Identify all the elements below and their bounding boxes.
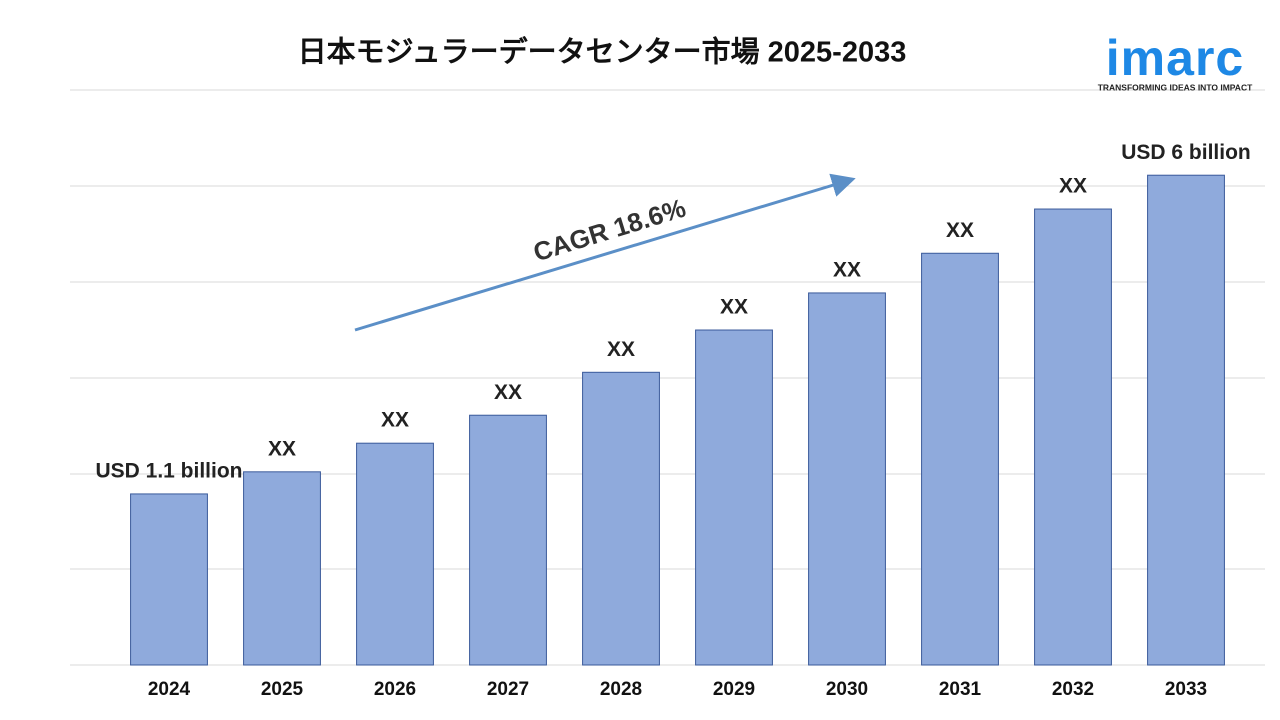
x-tick-label: 2028 xyxy=(600,679,642,700)
value-label: XX xyxy=(381,409,409,432)
x-tick-label: 2026 xyxy=(374,679,416,700)
x-tick-label: 2024 xyxy=(148,679,191,700)
value-label: XX xyxy=(268,437,296,460)
bar xyxy=(921,252,999,666)
logo-tagline: TRANSFORMING IDEAS INTO IMPACT xyxy=(1098,82,1253,92)
bar xyxy=(356,442,434,666)
value-label: XX xyxy=(720,296,748,319)
bar xyxy=(243,471,321,666)
value-label: XX xyxy=(946,219,974,242)
bar xyxy=(469,414,547,666)
value-label: USD 6 billion xyxy=(1121,141,1251,164)
cagr-label: CAGR 18.6% xyxy=(530,193,689,268)
logo-name: imarc xyxy=(1106,30,1244,86)
bar xyxy=(1147,174,1225,666)
bar xyxy=(130,493,208,666)
value-label: USD 1.1 billion xyxy=(95,459,242,482)
value-label: XX xyxy=(833,258,861,281)
bar xyxy=(808,292,886,666)
x-tick-label: 2033 xyxy=(1165,679,1207,700)
value-label: XX xyxy=(1059,175,1087,198)
x-tick-label: 2031 xyxy=(939,679,982,700)
bar xyxy=(1034,208,1112,666)
bar xyxy=(695,329,773,666)
chart-title: 日本モジュラーデータセンター市場 2025-2033 xyxy=(298,35,907,69)
value-label: XX xyxy=(494,381,522,404)
bar xyxy=(582,371,660,666)
x-tick-label: 2027 xyxy=(487,679,529,700)
cagr-arrow xyxy=(354,173,856,332)
x-tick-label: 2029 xyxy=(713,679,755,700)
value-label: XX xyxy=(607,338,635,361)
x-tick-label: 2032 xyxy=(1052,679,1094,700)
x-tick-label: 2030 xyxy=(826,679,868,700)
x-tick-label: 2025 xyxy=(261,679,304,700)
